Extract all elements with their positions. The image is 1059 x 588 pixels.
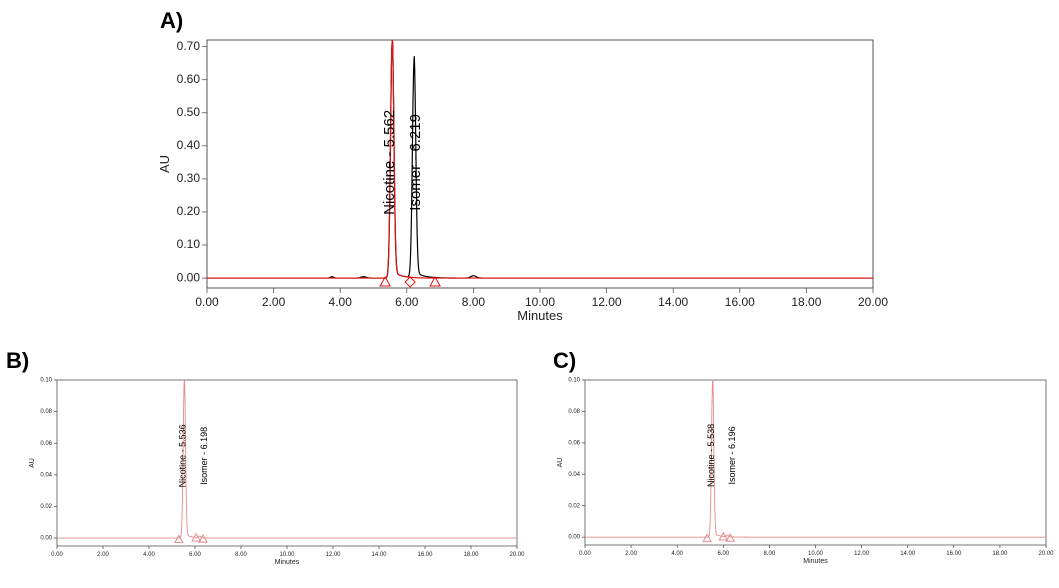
x-tick-label: 16.00	[725, 295, 755, 309]
plot-frame	[206, 39, 874, 289]
x-tick-label: 18.00	[463, 552, 479, 558]
x-tick-label: 8.00	[462, 295, 486, 309]
y-tick-label: 0.06	[568, 440, 580, 446]
x-tick-label: 20.00	[1038, 551, 1054, 557]
y-tick-label: 0.04	[568, 472, 580, 478]
integration-marker-triangle	[198, 534, 208, 543]
y-tick-label: 0.50	[177, 105, 201, 119]
y-tick-label: 0.10	[177, 237, 201, 251]
x-axis-title: Minutes	[275, 559, 300, 566]
y-tick-label: 0.08	[40, 409, 52, 415]
panel-label: B)	[6, 348, 29, 373]
y-tick-label: 0.10	[40, 378, 52, 384]
x-tick-label: 0.00	[51, 552, 63, 558]
peak-label: Isomer - 6.198	[199, 427, 209, 485]
x-tick-label: 6.00	[395, 295, 419, 309]
trace-black	[207, 39, 873, 279]
chart-panel-a: A) 0.00 2.00 4.00 6.00 8.00 10.00 12.00 14.00 16.…	[157, 8, 888, 323]
plot-frame	[56, 379, 518, 547]
x-tick-label: 8.00	[235, 552, 247, 558]
peak-label: Isomer - 6.219	[407, 114, 424, 211]
integration-marker-triangle	[702, 533, 713, 543]
x-tick-label: 8.00	[764, 551, 776, 557]
x-tick-label: 2.00	[625, 551, 637, 557]
integration-marker-triangle	[379, 276, 392, 287]
y-tick-label: 0.06	[40, 441, 52, 447]
x-tick-label: 16.00	[417, 552, 433, 558]
x-tick-label: 10.00	[808, 551, 824, 557]
x-tick-label: 12.00	[592, 295, 622, 309]
x-tick-label: 10.00	[525, 295, 555, 309]
plot-frame	[584, 379, 1047, 546]
x-axis-title: Minutes	[803, 558, 828, 565]
peak-label: Nicotine - 5.562	[381, 110, 398, 215]
x-tick-label: 14.00	[900, 551, 916, 557]
x-tick-label: 12.00	[325, 552, 341, 558]
x-tick-label: 20.00	[509, 552, 525, 558]
x-tick-label: 2.00	[97, 552, 109, 558]
x-tick-label: 4.00	[671, 551, 683, 557]
x-tick-label: 4.00	[143, 552, 155, 558]
y-tick-label: 0.20	[177, 204, 201, 218]
y-axis-title: AU	[557, 458, 564, 468]
trace-red	[207, 39, 873, 279]
panel-label: A)	[160, 8, 183, 33]
integration-marker-triangle	[429, 276, 441, 287]
chart-panel-b: B) 0.00 2.00 4.00 6.00 8.00 10.00 12.00 14.00 16.…	[6, 348, 525, 566]
y-tick-label: 0.60	[177, 72, 201, 86]
y-axis-title: AU	[29, 458, 36, 468]
y-axis-title: AU	[157, 155, 172, 173]
x-tick-label: 20.00	[858, 295, 888, 309]
x-tick-label: 2.00	[262, 295, 286, 309]
x-tick-label: 10.00	[279, 552, 295, 558]
trace-red	[57, 379, 517, 539]
x-tick-label: 14.00	[371, 552, 387, 558]
y-tick-label: 0.02	[40, 504, 52, 510]
y-tick-label: 0.30	[177, 171, 201, 185]
chart-panel-c: C) 0.00 2.00 4.00 6.00 8.00 10.00 12.00 14.00 16.…	[553, 348, 1054, 565]
x-tick-label: 6.00	[189, 552, 201, 558]
y-tick-label: 0.10	[568, 378, 580, 384]
y-tick-label: 0.04	[40, 472, 52, 478]
y-tick-label: 0.40	[177, 138, 201, 152]
y-tick-label: 0.00	[177, 270, 201, 284]
y-tick-label: 0.08	[568, 409, 580, 415]
integration-marker-triangle	[174, 534, 184, 544]
x-tick-label: 6.00	[717, 551, 729, 557]
x-tick-label: 4.00	[329, 295, 353, 309]
x-tick-label: 12.00	[854, 551, 870, 557]
y-tick-label: 0.00	[40, 536, 52, 542]
x-tick-label: 18.00	[992, 551, 1008, 557]
y-tick-label: 0.02	[568, 503, 580, 509]
x-tick-label: 14.00	[658, 295, 688, 309]
y-tick-label: 0.00	[568, 535, 580, 541]
y-tick-label: 0.70	[177, 39, 201, 53]
x-axis-title: Minutes	[517, 308, 563, 323]
trace-red	[585, 379, 1046, 538]
integration-marker-triangle	[718, 531, 729, 541]
peak-label: Isomer - 6.196	[727, 426, 737, 484]
x-tick-label: 18.00	[791, 295, 821, 309]
integration-marker-triangle	[725, 533, 736, 542]
x-tick-label: 0.00	[579, 551, 591, 557]
peak-label: Nicotine - 5.538	[706, 424, 716, 487]
peak-label: Nicotine - 5.536	[178, 424, 188, 487]
x-tick-label: 0.00	[195, 295, 219, 309]
integration-marker-diamond	[404, 276, 416, 288]
integration-marker-triangle	[191, 532, 201, 542]
x-tick-label: 16.00	[946, 551, 962, 557]
panel-label: C)	[553, 348, 576, 373]
